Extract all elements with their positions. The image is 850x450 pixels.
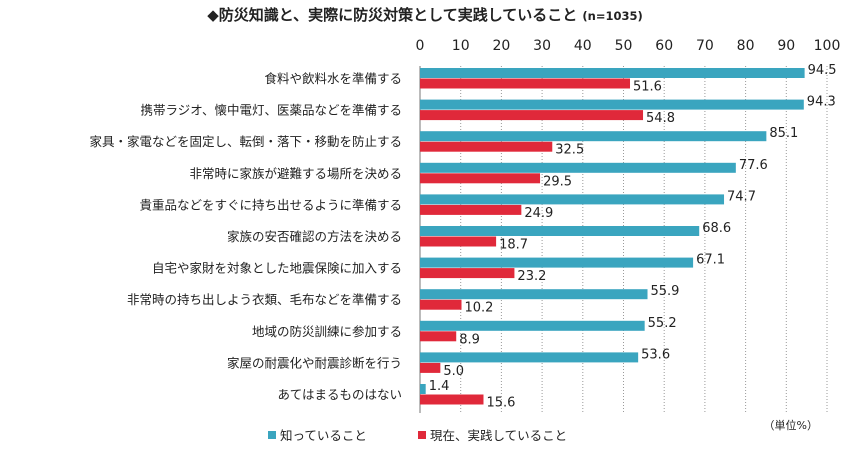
data-label: 77.6 [739,158,768,173]
bar-practiced [420,78,631,89]
chart-title: ◆防災知識と、実際に防災対策として実践していること (n=1035) [0,4,850,25]
data-label: 51.6 [633,80,662,95]
x-tick-label: 10 [452,38,470,54]
category-label: 自宅や家財を対象とした地震保険に加入する [152,261,402,276]
data-label: 24.9 [524,206,553,221]
bar-practiced [420,268,515,279]
unit-note: （単位%） [764,418,818,432]
legend-label: 現在、実践していること [430,428,567,443]
legend-swatch [268,431,276,439]
x-tick-label: 20 [492,38,510,54]
x-tick-label: 60 [655,38,673,54]
data-label: 5.0 [443,364,464,379]
bar-known [420,131,767,142]
bar-practiced [420,394,484,405]
x-tick-label: 30 [533,38,551,54]
bar-known [420,162,736,173]
chart-title-text: ◆防災知識と、実際に防災対策として実践していること [207,6,578,24]
data-label: 53.6 [641,347,670,362]
category-label: 地域の防災訓練に参加する [252,324,402,339]
legend-swatch [418,431,426,439]
category-label: あてはまるものはない [277,387,402,402]
bar-practiced [420,110,644,121]
category-label: 家屋の耐震化や耐震診断を行う [227,355,402,370]
bar-known [420,68,805,78]
x-tick-label: 70 [696,38,714,54]
data-label: 67.1 [696,253,725,268]
category-label: 家族の安否確認の方法を決める [227,229,402,244]
x-tick-label: 50 [615,38,633,54]
bar-practiced [420,236,497,247]
x-tick-label: 90 [777,38,795,54]
category-label: 非常時に家族が避難する場所を決める [189,166,402,181]
data-label: 10.2 [465,301,494,316]
data-label: 1.4 [429,379,450,394]
x-tick-label: 100 [814,38,841,54]
category-label: 非常時の持ち出しよう衣類、毛布などを準備する [127,292,402,307]
bar-practiced [420,141,553,152]
bar-known [420,384,426,394]
data-label: 54.8 [646,111,675,126]
bar-practiced [420,299,462,310]
bar-known [420,99,804,110]
legend-label: 知っていること [280,428,367,443]
data-label: 23.2 [517,269,546,284]
x-tick-label: 80 [737,38,755,54]
data-label: 74.7 [727,189,756,204]
category-label: 食料や飲料水を準備する [264,71,402,86]
data-label: 18.7 [499,238,528,253]
bar-known [420,257,694,268]
data-label: 29.5 [543,174,572,189]
data-label: 85.1 [769,126,798,141]
data-label: 15.6 [486,396,515,411]
bar-practiced [420,204,522,215]
bar-practiced [420,331,457,342]
bar-practiced [420,173,541,184]
bar-known [420,320,645,331]
x-tick-label: 0 [416,38,425,54]
data-label: 94.5 [808,63,837,78]
data-label: 55.9 [651,284,680,299]
category-label: 貴重品などをすぐに持ち出せるように準備する [139,197,402,212]
data-label: 32.5 [555,143,584,158]
data-label: 8.9 [459,332,480,347]
category-label: 家具・家電などを固定し、転倒・落下・移動を防止する [89,134,402,149]
bar-practiced [420,362,441,373]
bar-known [420,352,639,363]
chart-sample-size: (n=1035) [582,9,643,23]
data-label: 68.6 [702,221,731,236]
data-label: 94.3 [807,95,836,110]
category-label: 携帯ラジオ、懐中電灯、医薬品などを準備する [140,103,402,118]
bar-known [420,226,700,236]
bar-known [420,289,648,300]
bar-known [420,194,725,205]
data-label: 55.2 [648,316,677,331]
x-tick-label: 40 [574,38,592,54]
